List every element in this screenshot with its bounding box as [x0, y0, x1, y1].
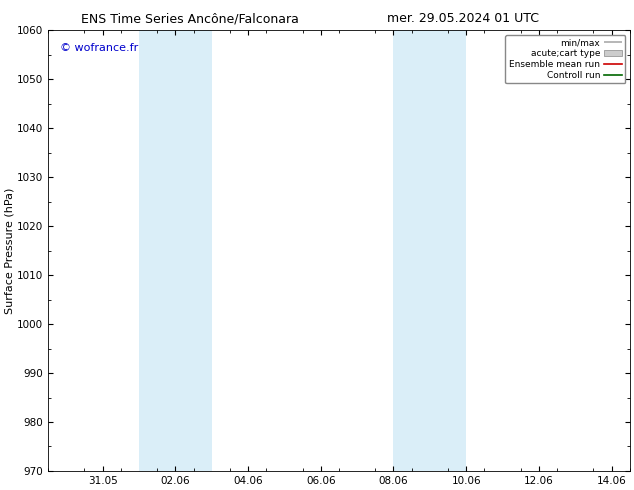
- Bar: [394, 30, 466, 471]
- Y-axis label: Surface Pressure (hPa): Surface Pressure (hPa): [4, 187, 14, 314]
- Legend: min/max, acute;cart type, Ensemble mean run, Controll run: min/max, acute;cart type, Ensemble mean …: [505, 35, 625, 83]
- Bar: [139, 30, 212, 471]
- Text: ENS Time Series Ancône/Falconara: ENS Time Series Ancône/Falconara: [81, 12, 299, 25]
- Text: © wofrance.fr: © wofrance.fr: [60, 44, 138, 53]
- Text: mer. 29.05.2024 01 UTC: mer. 29.05.2024 01 UTC: [387, 12, 539, 25]
